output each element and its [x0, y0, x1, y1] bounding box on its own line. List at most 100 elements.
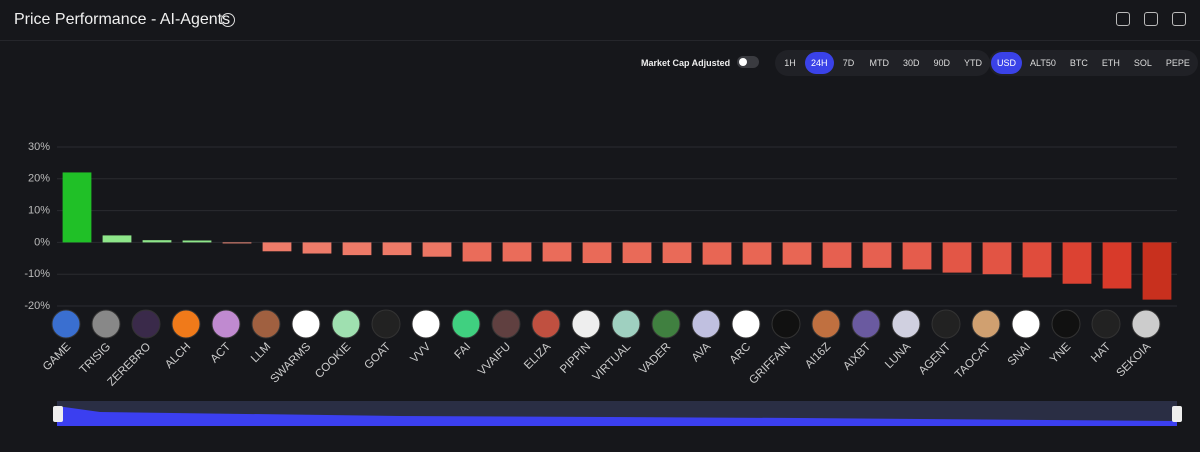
token-icon: [1091, 309, 1121, 339]
x-tick-label: FAI: [453, 341, 474, 362]
token-icon: [1011, 309, 1041, 339]
token-icon: [931, 309, 961, 339]
token-icon: [171, 309, 201, 339]
toolbar: [1116, 12, 1186, 26]
token-icon: [251, 309, 281, 339]
option-button[interactable]: MTD: [869, 58, 890, 68]
x-tick-label: SWARMS: [268, 341, 313, 386]
token-icon: [971, 309, 1001, 339]
bar: [742, 242, 772, 265]
bar: [302, 242, 332, 254]
x-tick-label: ACT: [209, 341, 234, 366]
navigator-area: [57, 406, 1177, 426]
option-button[interactable]: PEPE: [1165, 58, 1190, 68]
divider: [0, 40, 1200, 41]
info-icon[interactable]: [221, 13, 235, 27]
navigator-handle[interactable]: [1172, 406, 1182, 422]
option-button[interactable]: 30D: [903, 58, 920, 68]
option-button[interactable]: YTD: [964, 58, 983, 68]
bar: [862, 242, 892, 268]
bar: [942, 242, 972, 273]
token-icon: [651, 309, 681, 339]
x-tick-label: VVV: [409, 341, 434, 366]
token-icon: [1051, 309, 1081, 339]
bar: [462, 242, 492, 262]
x-tick-label: YNE: [1048, 341, 1073, 366]
x-tick-label: SNAI: [1006, 341, 1033, 368]
y-tick-label: -10%: [24, 268, 50, 280]
y-tick-label: 0%: [34, 236, 50, 248]
x-tick-label: TRISIG: [78, 341, 114, 377]
market-cap-toggle[interactable]: [737, 56, 759, 68]
x-tick-label: COOKIE: [313, 341, 353, 381]
bar: [822, 242, 852, 268]
token-icon: [811, 309, 841, 339]
x-tick-label: PIPPIN: [558, 341, 593, 376]
y-tick-label: 10%: [28, 205, 50, 217]
option-button[interactable]: BTC: [1069, 58, 1088, 68]
market-cap-label: Market Cap Adjusted: [641, 58, 731, 68]
bar: [662, 242, 692, 264]
y-tick-label: 20%: [28, 173, 50, 185]
x-tick-label: HAT: [1089, 341, 1113, 365]
token-icon: [571, 309, 601, 339]
x-tick-label: LLM: [249, 341, 273, 365]
token-icon: [771, 309, 801, 339]
x-tick-label: VVAIFU: [476, 341, 513, 378]
x-tick-label: GAME: [41, 341, 74, 374]
x-tick-label: ELIZA: [522, 341, 553, 372]
y-tick-label: -20%: [24, 300, 50, 312]
y-tick-label: 30%: [28, 141, 50, 153]
search-icon[interactable]: [1144, 12, 1158, 26]
bar: [1102, 242, 1132, 289]
range-group: 1H 24H 7D MTD 30D 90D YTD: [775, 50, 991, 76]
x-tick-label: TAOCAT: [953, 341, 993, 381]
token-icon: [691, 309, 721, 339]
x-tick-label: GRIFFAIN: [747, 341, 793, 387]
token-icon: [731, 309, 761, 339]
token-icon: [611, 309, 641, 339]
x-tick-label: GOAT: [362, 341, 393, 372]
bar: [182, 240, 212, 243]
bar: [1022, 242, 1052, 278]
x-tick-label: LUNA: [883, 341, 913, 371]
bar: [542, 242, 572, 262]
option-button[interactable]: SOL: [1133, 58, 1152, 68]
option-button[interactable]: 7D: [842, 58, 855, 68]
x-tick-label: AVA: [690, 341, 714, 365]
x-tick-label: ARC: [728, 341, 754, 367]
x-tick-label: SEKOIA: [1114, 341, 1153, 380]
bar: [502, 242, 532, 262]
token-icon: [891, 309, 921, 339]
bar: [102, 235, 132, 243]
option-button[interactable]: 90D: [933, 58, 951, 68]
page-title: Price Performance - AI-Agents: [14, 11, 231, 28]
fullscreen-icon[interactable]: [1172, 12, 1186, 26]
bar: [222, 242, 252, 244]
token-icon: [851, 309, 881, 339]
token-icon: [411, 309, 441, 339]
currency-group: USD ALT50 BTC ETH SOL PEPE: [989, 50, 1198, 76]
navigator-handle[interactable]: [53, 406, 63, 422]
token-icon: [451, 309, 481, 339]
bar: [782, 242, 812, 265]
option-button[interactable]: 1H: [784, 58, 796, 68]
bar: [62, 172, 92, 243]
option-button[interactable]: 24H: [805, 52, 834, 74]
x-tick-label: ZEREBRO: [105, 341, 153, 389]
token-icon: [491, 309, 521, 339]
share-icon[interactable]: [1116, 12, 1130, 26]
token-icon: [91, 309, 121, 339]
token-icon: [51, 309, 81, 339]
x-tick-label: AI16Z: [803, 341, 833, 371]
token-icon: [331, 309, 361, 339]
bar: [142, 240, 172, 243]
option-button[interactable]: ALT50: [1030, 58, 1056, 68]
x-tick-label: ALCH: [163, 341, 193, 371]
bar: [902, 242, 932, 270]
token-icon: [371, 309, 401, 339]
option-button[interactable]: ETH: [1101, 58, 1120, 68]
option-button[interactable]: USD: [991, 52, 1023, 74]
